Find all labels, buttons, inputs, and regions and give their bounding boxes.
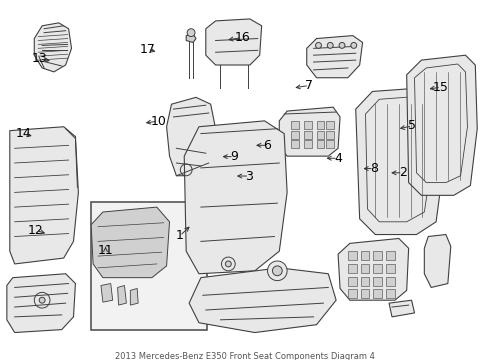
Polygon shape <box>101 284 112 302</box>
Text: 3: 3 <box>245 170 253 183</box>
Polygon shape <box>424 235 450 288</box>
Polygon shape <box>347 277 356 285</box>
Polygon shape <box>290 121 298 129</box>
Polygon shape <box>186 33 196 42</box>
Polygon shape <box>7 274 75 333</box>
Polygon shape <box>205 19 261 65</box>
Polygon shape <box>166 97 215 176</box>
Polygon shape <box>373 289 382 298</box>
Text: 2013 Mercedes-Benz E350 Front Seat Components Diagram 4: 2013 Mercedes-Benz E350 Front Seat Compo… <box>114 352 374 360</box>
Polygon shape <box>325 121 333 129</box>
Circle shape <box>315 42 321 48</box>
Polygon shape <box>316 140 324 148</box>
Text: 16: 16 <box>234 31 249 44</box>
Text: 10: 10 <box>150 114 166 127</box>
Polygon shape <box>386 277 394 285</box>
Polygon shape <box>303 121 311 129</box>
Circle shape <box>187 29 195 37</box>
FancyBboxPatch shape <box>91 202 206 330</box>
Polygon shape <box>373 251 382 260</box>
Polygon shape <box>316 121 324 129</box>
Text: 17: 17 <box>140 43 155 56</box>
Polygon shape <box>347 264 356 273</box>
Polygon shape <box>279 107 339 156</box>
Text: 2: 2 <box>398 166 406 179</box>
Polygon shape <box>360 277 369 285</box>
Polygon shape <box>290 140 298 148</box>
Polygon shape <box>316 131 324 139</box>
Polygon shape <box>406 55 476 195</box>
Polygon shape <box>360 251 369 260</box>
Text: 11: 11 <box>98 244 113 257</box>
Polygon shape <box>306 36 362 78</box>
Polygon shape <box>10 127 78 264</box>
Text: 9: 9 <box>229 150 237 163</box>
Polygon shape <box>347 251 356 260</box>
Polygon shape <box>337 238 408 300</box>
Text: 13: 13 <box>31 53 47 66</box>
Polygon shape <box>34 23 71 72</box>
Polygon shape <box>189 268 335 333</box>
Text: 14: 14 <box>15 127 31 140</box>
Polygon shape <box>388 300 414 317</box>
Text: 15: 15 <box>432 81 448 94</box>
Polygon shape <box>373 264 382 273</box>
Polygon shape <box>386 289 394 298</box>
Circle shape <box>326 42 332 48</box>
Text: 1: 1 <box>176 229 183 242</box>
Polygon shape <box>360 264 369 273</box>
Circle shape <box>272 266 282 276</box>
Text: 5: 5 <box>407 120 415 132</box>
Polygon shape <box>303 131 311 139</box>
Polygon shape <box>386 264 394 273</box>
Text: 12: 12 <box>28 224 44 237</box>
Polygon shape <box>130 288 138 305</box>
Polygon shape <box>91 207 169 278</box>
Polygon shape <box>325 140 333 148</box>
Circle shape <box>39 297 45 303</box>
Polygon shape <box>373 277 382 285</box>
Polygon shape <box>347 289 356 298</box>
Circle shape <box>225 261 231 267</box>
Polygon shape <box>184 121 286 274</box>
Polygon shape <box>386 251 394 260</box>
Polygon shape <box>355 87 443 235</box>
Text: 7: 7 <box>305 79 312 92</box>
Polygon shape <box>303 140 311 148</box>
Polygon shape <box>325 131 333 139</box>
Text: 8: 8 <box>369 162 377 175</box>
Text: 6: 6 <box>263 139 271 152</box>
Circle shape <box>350 42 356 48</box>
Text: 4: 4 <box>333 152 341 165</box>
Polygon shape <box>117 285 126 305</box>
Circle shape <box>338 42 344 48</box>
Circle shape <box>267 261 286 280</box>
Polygon shape <box>290 131 298 139</box>
Polygon shape <box>360 289 369 298</box>
